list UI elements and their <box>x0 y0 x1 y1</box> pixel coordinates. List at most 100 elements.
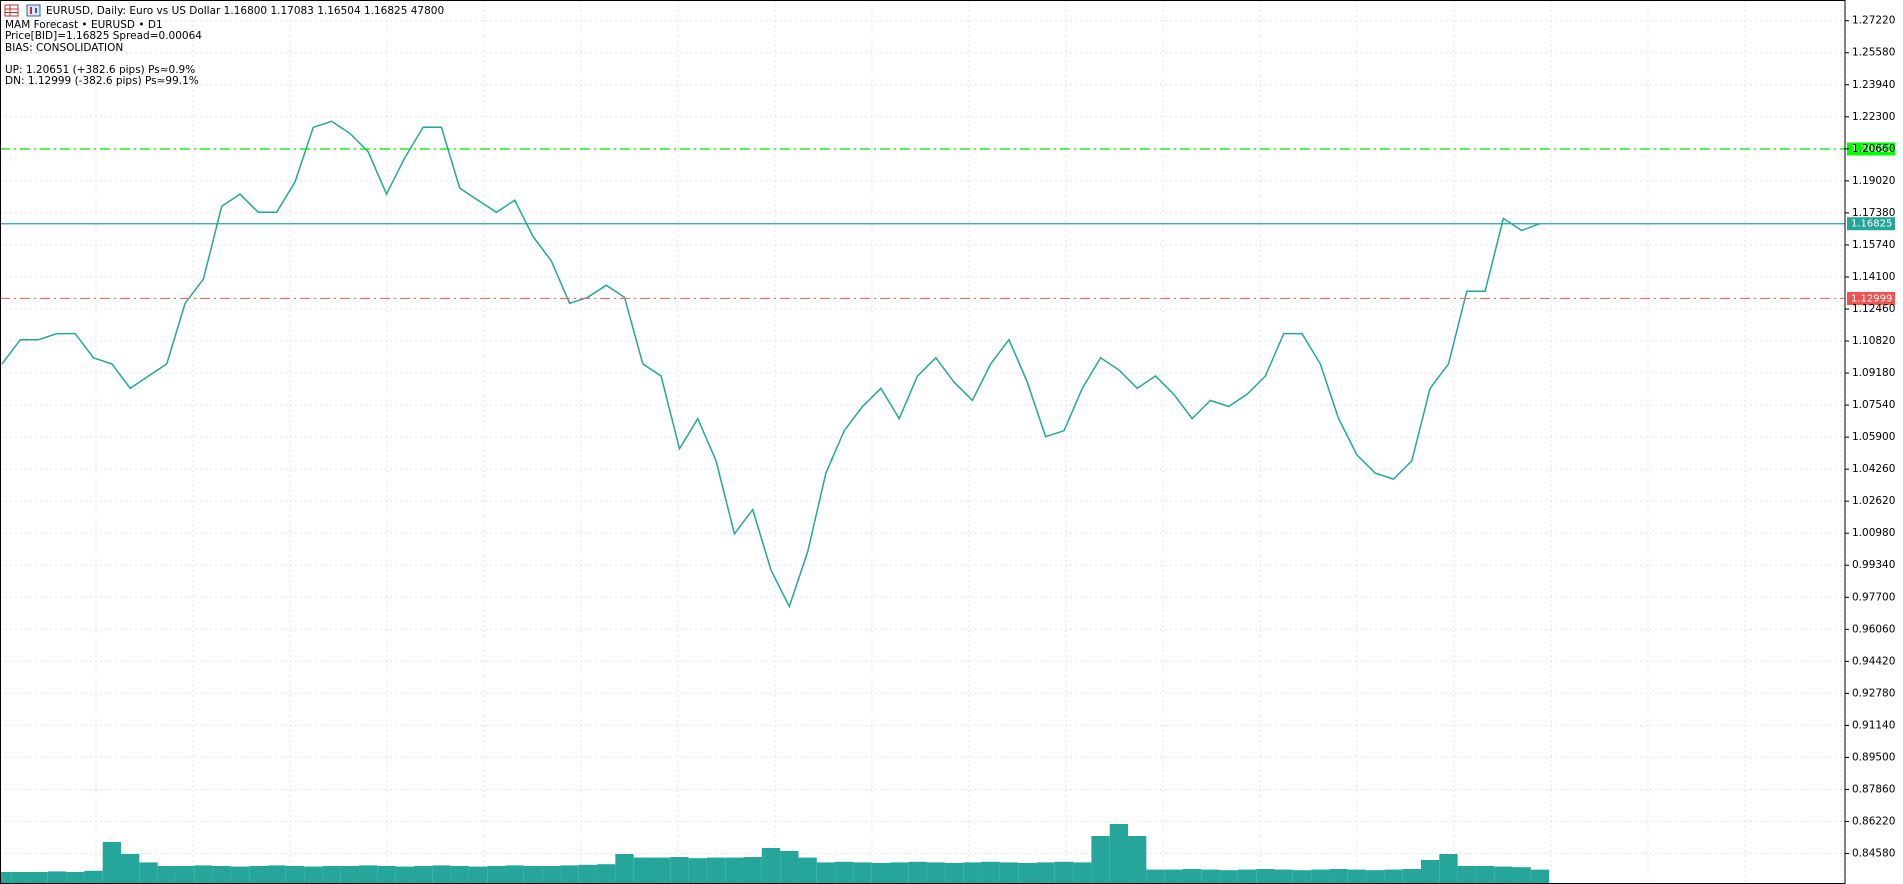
volume-bar <box>340 866 360 884</box>
annotation: UP: 1.20651 (+382.6 pips) Ps≈0.9% <box>5 64 195 76</box>
volume-bar <box>121 854 140 884</box>
volume-bar <box>761 848 781 884</box>
y-tick-label: 1.23940 <box>1852 79 1895 91</box>
volume-bar <box>926 862 945 884</box>
price-axis: 1.27220 1.25580 1.23940 1.22300 1.20660 1.190… <box>1844 0 1895 884</box>
volume-bar <box>1054 861 1074 884</box>
y-tick-label: 0.92780 <box>1852 687 1895 699</box>
volume-bar <box>651 857 671 884</box>
volume-bar <box>1073 862 1092 884</box>
volume-bar <box>1457 866 1476 884</box>
volume-bar <box>1292 870 1312 884</box>
volume-bar <box>487 866 506 884</box>
levels: 1.20651 1.16825 1.12999 <box>0 142 1895 305</box>
volume-bar <box>853 862 872 884</box>
y-tick-label: 1.07540 <box>1852 399 1895 411</box>
volume-bar <box>1439 854 1458 884</box>
y-tick-label: 1.14100 <box>1852 271 1895 283</box>
annotation: Price[BID]=1.16825 Spread=0.00064 <box>5 30 202 42</box>
y-tick-label: 1.25580 <box>1852 47 1895 59</box>
volume-bar <box>1420 860 1440 884</box>
volume-bar <box>285 866 305 884</box>
y-tick-label: 1.04260 <box>1852 463 1895 475</box>
volume-bar <box>432 865 451 884</box>
volume-bar <box>1237 869 1257 884</box>
volume-bar <box>468 866 488 884</box>
volume-bar <box>139 862 158 884</box>
volume-bar <box>542 866 561 884</box>
volume-bar <box>1311 869 1330 884</box>
y-tick-label: 1.10820 <box>1852 335 1895 347</box>
volume-bar <box>1164 869 1183 884</box>
volume-bar <box>1384 869 1403 884</box>
volume-bar <box>835 861 854 884</box>
volume-bar <box>1366 870 1385 884</box>
volume-bar <box>871 863 891 884</box>
level-label-bg <box>1847 291 1895 305</box>
frame <box>0 0 1846 884</box>
level-label-bg <box>1847 217 1895 231</box>
volume-bar <box>944 863 964 884</box>
y-tick-label: 0.97700 <box>1852 591 1895 603</box>
y-tick-label: 1.19020 <box>1852 175 1895 187</box>
volume-bar <box>1256 869 1275 884</box>
volume-bar <box>688 858 707 884</box>
level-label: 1.20651 <box>1851 144 1892 155</box>
y-tick-label: 0.91140 <box>1852 719 1895 731</box>
volume-bar <box>798 857 817 884</box>
volume-bar <box>578 864 598 884</box>
volume-bar <box>304 866 323 884</box>
volume-bar <box>66 872 85 884</box>
volume-bar <box>908 861 927 884</box>
volume-bar <box>615 854 634 884</box>
level-label: 1.12999 <box>1851 293 1892 304</box>
volume-bar <box>1274 869 1293 884</box>
y-tick-label: 1.12460 <box>1852 303 1895 315</box>
volume-bar <box>1475 866 1495 884</box>
volume-bar <box>359 865 378 884</box>
volume-bar <box>157 866 176 884</box>
annotation: DN: 1.12999 (-382.6 pips) Ps≈99.1% <box>5 75 199 87</box>
volume-bar <box>102 842 122 884</box>
volume-bar <box>450 866 469 884</box>
volume-bar <box>377 866 396 884</box>
y-tick-label: 1.02620 <box>1852 495 1895 507</box>
volume-bar <box>1109 824 1129 884</box>
annotation: BIAS: CONSOLIDATION <box>5 42 123 54</box>
y-tick-label: 0.87860 <box>1852 783 1895 795</box>
volume-bar <box>249 866 268 884</box>
volume-bar <box>1219 870 1238 884</box>
volume-bar <box>523 866 543 884</box>
volume-bar <box>11 872 30 884</box>
volume-bar <box>633 857 652 884</box>
volume-bar <box>1494 866 1513 884</box>
volume-bar <box>1091 836 1110 884</box>
y-tick-label: 0.94420 <box>1852 655 1895 667</box>
grid <box>0 0 1845 884</box>
volume-bar <box>890 862 909 884</box>
volume-bar <box>84 870 103 884</box>
volume-bar <box>963 862 982 884</box>
y-tick-label: 1.09180 <box>1852 367 1895 379</box>
volume-bar <box>1182 869 1202 884</box>
volume-bar <box>725 857 744 884</box>
price-line <box>1 120 1541 609</box>
volume-bar <box>1146 869 1165 884</box>
y-tick-label: 1.20660 <box>1852 143 1895 155</box>
volume-bar <box>816 862 836 884</box>
volume-bar <box>706 857 726 884</box>
y-tick-label: 0.99340 <box>1852 559 1895 571</box>
y-tick-label: 1.22300 <box>1852 111 1895 123</box>
y-tick-label: 0.86220 <box>1852 815 1895 827</box>
volume-bar <box>1512 867 1531 884</box>
chart-title: EURUSD, Daily: Euro vs US Dollar 1.16800… <box>46 5 444 17</box>
volume-bar <box>1329 869 1348 884</box>
volume-bar <box>1347 869 1367 884</box>
volume-bar <box>1402 869 1421 884</box>
volume-bar <box>395 866 414 884</box>
y-tick-label: 1.15740 <box>1852 239 1895 251</box>
y-tick-label: 1.00980 <box>1852 527 1895 539</box>
y-tick-label: 0.96060 <box>1852 623 1895 635</box>
chart-icons <box>4 4 41 17</box>
